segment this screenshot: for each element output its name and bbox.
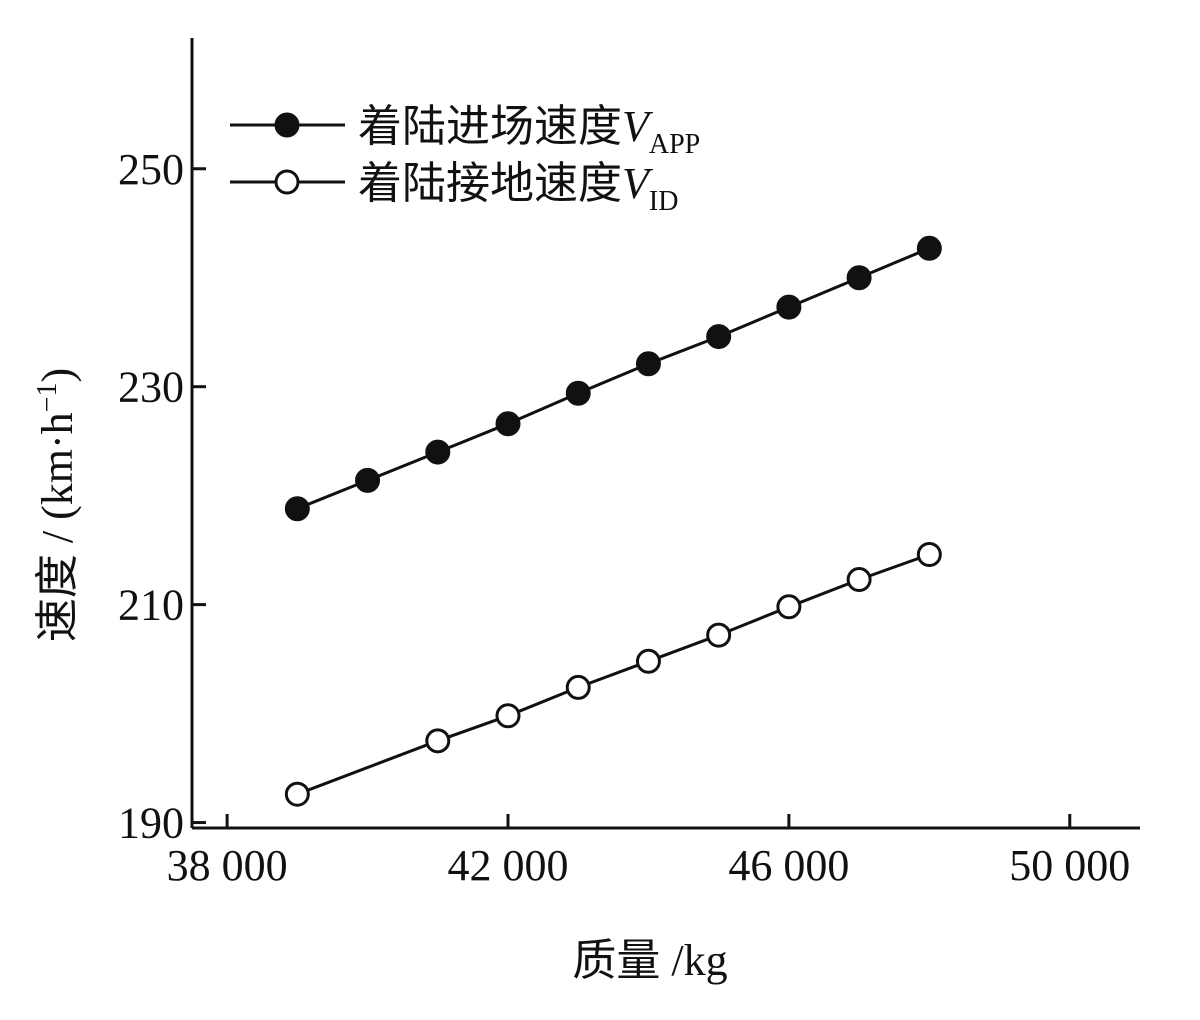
data-point <box>846 265 872 291</box>
data-point <box>495 411 521 437</box>
data-point <box>776 294 802 320</box>
data-point <box>916 541 942 567</box>
series-app <box>284 235 942 522</box>
x-tick-label: 46 000 <box>728 841 849 890</box>
y-tick-label: 230 <box>118 363 184 412</box>
legend-label-app-var: V <box>622 102 654 151</box>
y-axis-title-close: ) <box>33 368 82 383</box>
legend-label-id-var: V <box>622 159 654 208</box>
series-line <box>296 553 930 796</box>
data-point <box>355 467 381 493</box>
series-layer <box>284 235 942 807</box>
legend-label-id: 着陆接地速度VID <box>358 159 678 217</box>
data-point <box>706 324 732 350</box>
legend-marker-id <box>274 169 300 195</box>
series-line <box>296 246 930 511</box>
y-axis-title: 速度 / (km·h−1) <box>32 368 82 642</box>
data-point <box>846 567 872 593</box>
data-point <box>635 648 661 674</box>
data-point <box>776 594 802 620</box>
y-axis-title-main: 速度 / (km·h <box>33 412 82 642</box>
data-point <box>425 439 451 465</box>
legend: 着陆进场速度VAPP 着陆接地速度VID <box>230 102 700 217</box>
x-tick-label: 42 000 <box>448 841 569 890</box>
data-point <box>565 674 591 700</box>
x-tick-label: 50 000 <box>1009 841 1130 890</box>
data-point <box>284 781 310 807</box>
y-axis-title-sup: −1 <box>32 383 63 413</box>
legend-marker-app <box>274 112 300 138</box>
axis-ticks: 190 210 230 250 38 000 42 000 46 000 50 000 <box>118 145 1130 890</box>
data-point <box>706 622 732 648</box>
legend-label-id-main: 着陆接地速度 <box>358 159 622 208</box>
y-tick-label: 190 <box>118 799 184 848</box>
legend-label-app: 着陆进场速度VAPP <box>358 102 700 160</box>
x-tick-label: 38 000 <box>167 841 288 890</box>
data-point <box>635 351 661 377</box>
data-point <box>284 496 310 522</box>
legend-label-app-sub: APP <box>649 129 700 160</box>
data-point <box>916 235 942 261</box>
data-point <box>495 703 521 729</box>
data-point <box>425 728 451 754</box>
legend-label-app-main: 着陆进场速度 <box>358 102 622 151</box>
y-tick-label: 250 <box>118 145 184 194</box>
data-point <box>565 380 591 406</box>
legend-label-id-sub: ID <box>649 186 679 217</box>
series-id <box>284 541 942 807</box>
x-axis-title: 质量 /kg <box>572 936 727 985</box>
y-tick-label: 210 <box>118 581 184 630</box>
